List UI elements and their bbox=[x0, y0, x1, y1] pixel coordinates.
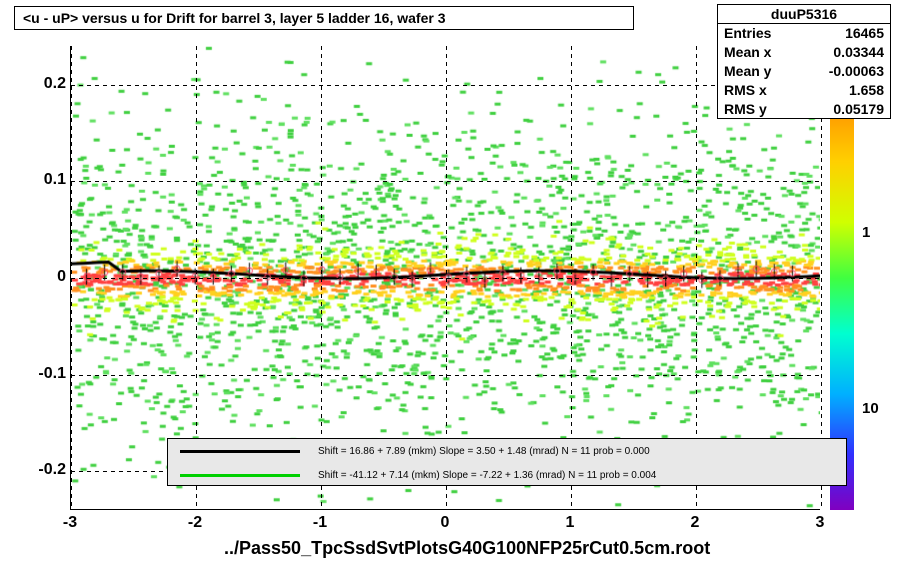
stats-meany: Mean y -0.00063 bbox=[718, 62, 890, 81]
stats-meanx: Mean x 0.03344 bbox=[718, 43, 890, 62]
legend-marker-green bbox=[180, 474, 300, 477]
ytick-label: 0 bbox=[6, 268, 66, 286]
stats-entries: Entries 16465 bbox=[718, 24, 890, 43]
ytick-label: 0.2 bbox=[6, 75, 66, 93]
plot-area: Shift = 16.86 + 7.89 (mkm) Slope = 3.50 … bbox=[70, 46, 820, 510]
title-text: <u - uP> versus u for Drift for barrel 3… bbox=[23, 10, 446, 26]
footer-filename: ../Pass50_TpcSsdSvtPlotsG40G100NFP25rCut… bbox=[224, 538, 710, 559]
legend-row-2: Shift = -41.12 + 7.14 (mkm) Slope = -7.2… bbox=[168, 463, 846, 487]
stats-name: duuP5316 bbox=[718, 5, 890, 24]
colorbar-tick-label: 10 bbox=[862, 400, 879, 417]
xtick-label: 1 bbox=[550, 514, 590, 532]
legend-row-1: Shift = 16.86 + 7.89 (mkm) Slope = 3.50 … bbox=[168, 439, 846, 463]
xtick-label: -1 bbox=[300, 514, 340, 532]
legend-marker-black bbox=[180, 450, 300, 453]
xtick-label: 3 bbox=[800, 514, 840, 532]
legend-text-2: Shift = -41.12 + 7.14 (mkm) Slope = -7.2… bbox=[318, 470, 656, 481]
legend-text-1: Shift = 16.86 + 7.89 (mkm) Slope = 3.50 … bbox=[318, 446, 650, 457]
colorbar-tick-label: 1 bbox=[862, 224, 870, 241]
ytick-label: -0.1 bbox=[6, 365, 66, 383]
xtick-label: 2 bbox=[675, 514, 715, 532]
chart-title: <u - uP> versus u for Drift for barrel 3… bbox=[14, 6, 634, 30]
xtick-label: -2 bbox=[175, 514, 215, 532]
ytick-label: -0.2 bbox=[6, 461, 66, 479]
stats-panel: duuP5316 Entries 16465 Mean x 0.03344 Me… bbox=[717, 4, 891, 119]
xtick-label: 0 bbox=[425, 514, 465, 532]
xtick-label: -3 bbox=[50, 514, 90, 532]
legend: Shift = 16.86 + 7.89 (mkm) Slope = 3.50 … bbox=[167, 438, 847, 486]
stats-rmsy: RMS y 0.05179 bbox=[718, 100, 890, 119]
ytick-label: 0.1 bbox=[6, 171, 66, 189]
stats-rmsx: RMS x 1.658 bbox=[718, 81, 890, 100]
